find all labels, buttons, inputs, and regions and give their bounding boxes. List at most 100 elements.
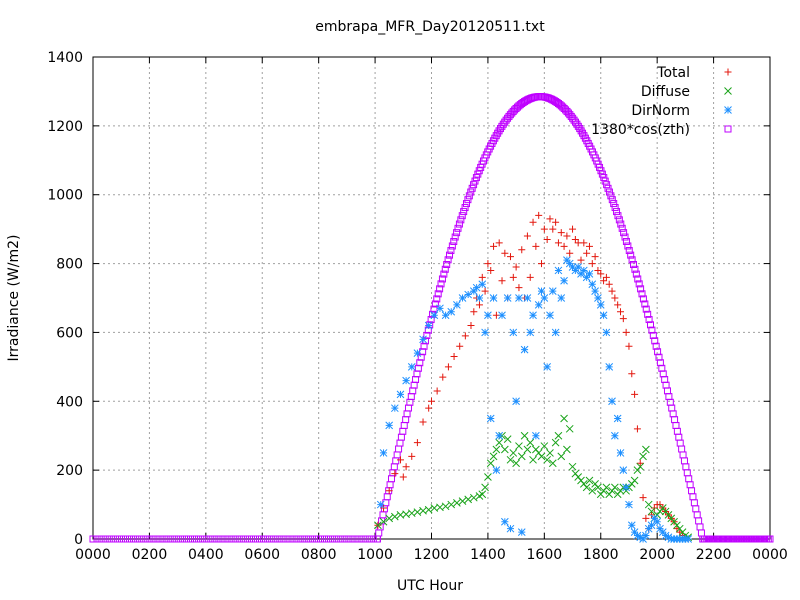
- zenith-point: [251, 535, 259, 543]
- zenith-point: [604, 184, 612, 192]
- zenith-point: [215, 535, 223, 543]
- zenith-point: [689, 493, 697, 501]
- zenith-point: [162, 535, 170, 543]
- total-point: [512, 263, 520, 271]
- diffuse-point: [413, 508, 422, 516]
- diffuse-point: [447, 500, 456, 509]
- y-tick-label: 1400: [47, 50, 83, 66]
- zenith-point: [97, 535, 105, 543]
- zenith-point: [154, 535, 162, 543]
- dirnorm-point: [560, 276, 568, 285]
- zenith-point: [652, 342, 660, 350]
- dirnorm-point: [458, 294, 467, 302]
- zenith-point: [337, 535, 345, 543]
- dirnorm-point: [526, 328, 535, 337]
- zenith-point: [369, 535, 377, 543]
- total-point: [631, 390, 639, 398]
- zenith-point: [407, 393, 415, 401]
- zenith-point: [447, 247, 455, 255]
- dirnorm-point: [489, 294, 498, 302]
- dirnorm-point: [605, 363, 614, 371]
- zenith-point: [617, 220, 625, 228]
- diffuse-point: [515, 442, 523, 450]
- dirnorm-point: [585, 270, 594, 278]
- zenith-point: [638, 290, 646, 298]
- zenith-point: [399, 427, 407, 435]
- zenith-point: [646, 321, 654, 329]
- dirnorm-point: [599, 311, 608, 320]
- zenith-point: [651, 337, 659, 345]
- dirnorm-point: [520, 345, 529, 354]
- total-point: [532, 242, 540, 250]
- dirnorm-point: [557, 294, 566, 302]
- zenith-point: [383, 493, 391, 501]
- dirnorm-point: [413, 349, 422, 357]
- zenith-point: [211, 535, 219, 543]
- dirnorm-point: [622, 483, 630, 492]
- total-point: [518, 246, 526, 254]
- diffuse-point: [492, 445, 501, 454]
- total-point: [622, 328, 630, 336]
- zenith-point: [632, 270, 640, 278]
- x-tick-label: 1800: [583, 547, 619, 563]
- zenith-point: [676, 439, 684, 447]
- dirnorm-point: [492, 466, 501, 474]
- total-point: [538, 260, 546, 268]
- zenith-point: [264, 535, 272, 543]
- total-point: [554, 239, 562, 247]
- diffuse-point: [458, 497, 467, 505]
- diffuse-point: [517, 452, 526, 461]
- x-tick-label: 0200: [132, 547, 168, 563]
- diffuse-point: [602, 483, 611, 492]
- total-point: [549, 225, 557, 233]
- total-point: [515, 284, 523, 292]
- diffuse-point: [560, 414, 568, 423]
- zenith-point: [455, 220, 463, 228]
- dirnorm-point: [551, 328, 560, 337]
- axis-ticks: 0000 0200 0400 0600 0800 1000 1200 1400 1600 1800…: [47, 50, 787, 563]
- zenith-point: [166, 535, 174, 543]
- zenith-point: [622, 237, 630, 245]
- dirnorm-point: [540, 294, 549, 302]
- dirnorm-point: [506, 524, 515, 533]
- zenith-point: [668, 404, 676, 412]
- total-point: [396, 456, 404, 464]
- zenith-point: [126, 535, 134, 543]
- legend-marker: [724, 68, 732, 76]
- zenith-point: [109, 535, 117, 543]
- zenith-point: [308, 535, 316, 543]
- dirnorm-point: [419, 335, 427, 344]
- diffuse-point: [374, 521, 382, 530]
- zenith-point: [235, 535, 243, 543]
- dirnorm-point: [464, 290, 473, 299]
- dirnorm-point: [481, 328, 489, 337]
- diffuse-point: [647, 507, 656, 516]
- dirnorm-point: [594, 294, 602, 302]
- zenith-point: [438, 275, 446, 283]
- diffuse-point: [639, 452, 647, 461]
- total-point: [385, 487, 393, 495]
- total-point: [408, 452, 416, 460]
- total-point: [563, 232, 571, 240]
- diffuse-point: [636, 462, 645, 471]
- zenith-point: [288, 535, 296, 543]
- zenith-point: [444, 256, 452, 264]
- diffuse-point: [644, 500, 653, 509]
- y-tick-label: 1000: [47, 188, 83, 204]
- diffuse-point: [642, 445, 650, 454]
- zenith-point: [345, 535, 353, 543]
- dirnorm-point: [537, 287, 546, 295]
- dirnorm-point: [534, 301, 543, 309]
- zenith-point: [468, 184, 476, 192]
- total-point: [614, 301, 622, 309]
- zenith-point: [191, 535, 199, 543]
- zenith-point: [243, 535, 251, 543]
- x-tick-label: 1200: [414, 547, 450, 563]
- zenith-point: [426, 321, 434, 329]
- zenith-point: [195, 535, 203, 543]
- total-point: [428, 397, 435, 405]
- zenith-point: [605, 188, 613, 196]
- total-point: [413, 439, 421, 447]
- dirnorm-point: [633, 531, 642, 540]
- zenith-point: [766, 535, 774, 543]
